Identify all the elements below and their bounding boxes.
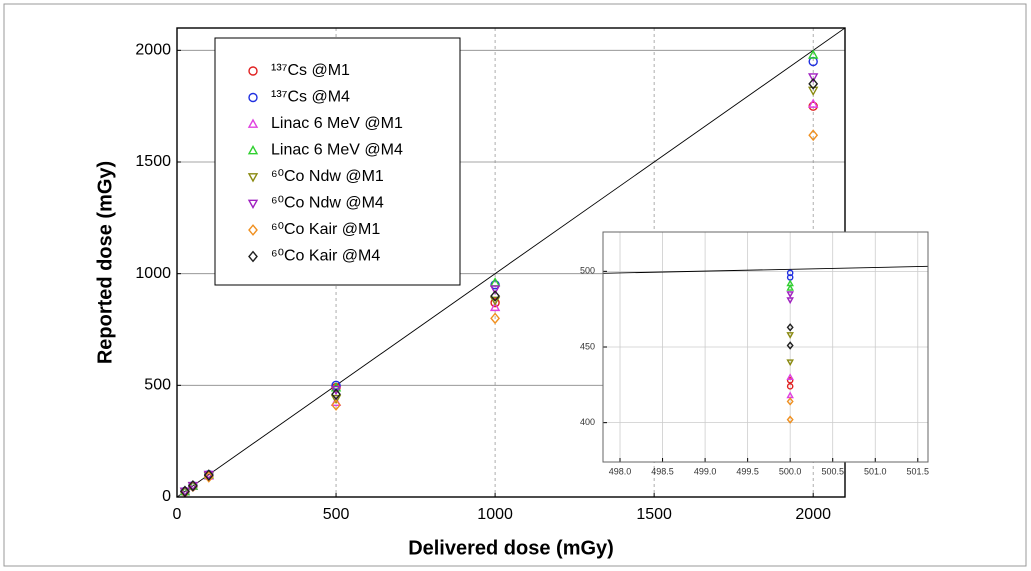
- marker: [187, 479, 198, 492]
- plot-frame: [602, 231, 929, 463]
- y-tick-label: 2000: [135, 42, 171, 59]
- x-tick-label: 500: [323, 506, 350, 523]
- marker: [808, 49, 819, 59]
- legend-label: ⁶⁰Co Ndw @M1: [271, 168, 384, 185]
- legend-box: [214, 37, 461, 286]
- marker: [330, 385, 342, 396]
- marker: [247, 173, 259, 183]
- x-tick-label: 498.5: [651, 466, 674, 476]
- marker: [247, 118, 259, 128]
- marker: [490, 290, 501, 302]
- x-axis-label: Delivered dose (mGy): [408, 537, 614, 559]
- marker: [180, 485, 190, 498]
- marker: [490, 312, 501, 325]
- marker: [808, 98, 819, 108]
- legend-label: ¹³⁷Cs @M4: [271, 89, 350, 106]
- marker: [331, 399, 341, 411]
- legend-label: ⁶⁰Co Ndw @M4: [271, 195, 384, 212]
- marker: [786, 383, 794, 390]
- x-tick-label: 499.0: [694, 466, 717, 476]
- marker: [786, 373, 794, 381]
- marker: [330, 394, 342, 405]
- y-tick-label: 1500: [135, 153, 171, 170]
- reference-line: [602, 265, 929, 274]
- marker: [808, 77, 819, 90]
- x-tick-label: 1000: [477, 506, 513, 523]
- marker: [247, 145, 259, 155]
- marker: [786, 283, 794, 291]
- marker: [786, 415, 794, 424]
- x-tick-label: 1500: [636, 506, 672, 523]
- marker: [247, 199, 259, 209]
- marker: [490, 298, 500, 308]
- marker: [808, 86, 819, 96]
- y-tick-label: 1000: [135, 265, 171, 282]
- marker: [786, 323, 794, 332]
- marker: [786, 359, 794, 367]
- identity-line: [177, 28, 845, 497]
- marker: [786, 291, 794, 299]
- marker: [331, 388, 341, 401]
- legend-label: Linac 6 MeV @M1: [271, 115, 403, 132]
- y-tick-label: 450: [580, 341, 595, 351]
- marker: [786, 341, 794, 350]
- x-tick-label: 0: [173, 506, 182, 523]
- x-tick-label: 501.5: [907, 466, 930, 476]
- marker: [489, 296, 501, 306]
- marker: [808, 129, 819, 142]
- marker: [786, 397, 794, 406]
- marker: [786, 332, 794, 339]
- y-tick-label: 500: [144, 377, 171, 394]
- y-tick-label: 500: [580, 266, 595, 276]
- marker: [187, 481, 199, 492]
- y-axis-label: Reported dose (mGy): [94, 161, 116, 364]
- x-tick-label: 500.5: [821, 466, 844, 476]
- marker: [786, 376, 794, 384]
- x-tick-label: 2000: [795, 506, 831, 523]
- legend-label: ⁶⁰Co Kair @M4: [271, 248, 380, 265]
- marker: [489, 285, 501, 295]
- marker: [248, 66, 258, 76]
- y-tick-label: 0: [162, 488, 171, 505]
- marker: [489, 301, 501, 312]
- marker: [179, 487, 191, 497]
- legend-label: ¹³⁷Cs @M1: [271, 62, 350, 79]
- marker: [248, 224, 258, 236]
- marker: [203, 469, 214, 482]
- marker: [808, 73, 819, 83]
- legend-label: Linac 6 MeV @M4: [271, 142, 403, 159]
- legend-label: ⁶⁰Co Kair @M1: [271, 221, 380, 238]
- marker: [248, 250, 258, 263]
- x-tick-label: 501.0: [864, 466, 887, 476]
- x-tick-label: 498.0: [609, 466, 632, 476]
- y-tick-label: 400: [580, 417, 595, 427]
- marker: [203, 471, 214, 483]
- marker: [248, 92, 258, 103]
- x-tick-label: 499.5: [736, 466, 759, 476]
- x-tick-label: 500.0: [779, 466, 802, 476]
- marker: [786, 297, 794, 305]
